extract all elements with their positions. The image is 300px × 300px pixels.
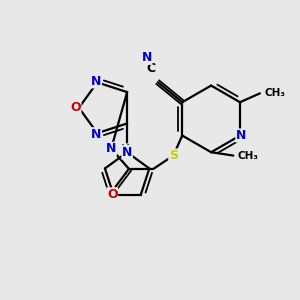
Text: N: N	[106, 142, 116, 155]
Text: N: N	[91, 75, 101, 88]
Text: O: O	[70, 101, 81, 114]
Text: CH₃: CH₃	[264, 88, 285, 98]
Text: N: N	[122, 146, 132, 159]
Text: N: N	[91, 128, 101, 141]
Text: N: N	[236, 129, 246, 142]
Text: S: S	[169, 149, 178, 162]
Text: CH₃: CH₃	[238, 151, 259, 160]
Text: H: H	[121, 144, 130, 154]
Text: O: O	[107, 188, 118, 201]
Text: N: N	[142, 51, 152, 64]
Text: C: C	[147, 62, 156, 75]
